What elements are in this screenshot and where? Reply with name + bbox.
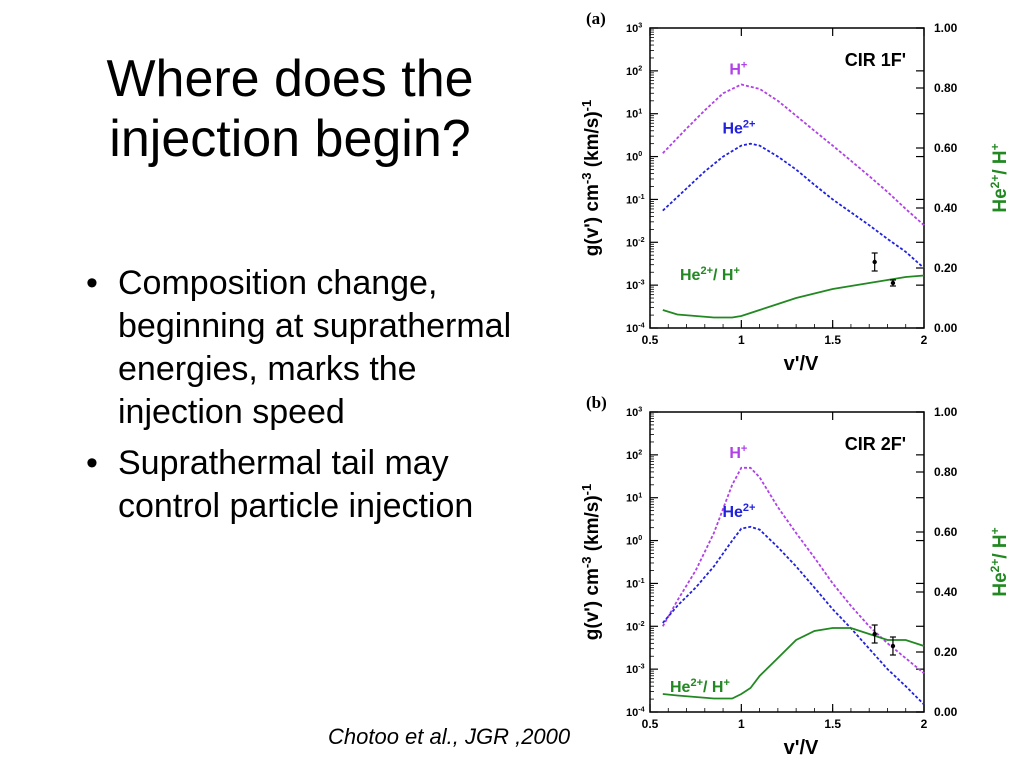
plot-frame [649, 411, 925, 713]
y-tick-label: 10-2 [626, 236, 645, 249]
y-tick-label: 103 [626, 406, 642, 419]
data-point [890, 643, 896, 649]
x-tick-label: 1 [738, 333, 745, 347]
y-tick-label: 10-1 [626, 193, 645, 206]
series-label: He2+ [722, 502, 755, 521]
series-label: He2+/ H+ [680, 265, 740, 284]
y-tick-label: 103 [626, 22, 642, 35]
y2-tick-label: 0.60 [934, 525, 958, 539]
x-tick-label: 2 [921, 717, 928, 731]
bullet-item: • Suprathermal tail may control particle… [80, 442, 530, 528]
series-line [662, 274, 925, 319]
series-line [662, 142, 925, 269]
y-tick-label: 100 [626, 534, 642, 547]
bullet-text: Composition change, beginning at suprath… [118, 264, 512, 431]
y2-tick-label: 0.20 [934, 261, 958, 275]
y-tick-label: 10-4 [626, 706, 645, 719]
y2-axis-label: He2+/ H+ [988, 143, 1011, 212]
y-tick-label: 10-3 [626, 279, 645, 292]
y-tick-label: 100 [626, 150, 642, 163]
x-tick-label: 2 [921, 333, 928, 347]
y-tick-label: 10-1 [626, 577, 645, 590]
x-tick-label: 1 [738, 717, 745, 731]
y-tick-label: 10-4 [626, 322, 645, 335]
panel-label: (b) [586, 393, 607, 412]
x-axis-label: v'/V [784, 353, 819, 375]
data-point [872, 631, 877, 637]
y-tick-label: 102 [626, 448, 642, 461]
series-line [662, 525, 925, 706]
y2-tick-label: 0.00 [934, 321, 958, 335]
x-axis-label: v'/V [784, 737, 819, 759]
bullet-icon: • [86, 444, 98, 482]
x-tick-label: 0.5 [642, 333, 659, 347]
y2-tick-label: 0.40 [934, 585, 958, 599]
y-tick-label: 101 [626, 491, 642, 504]
x-tick-label: 1.5 [824, 717, 841, 731]
x-tick-label: 0.5 [642, 717, 659, 731]
series-line [662, 466, 925, 674]
y-tick-label: 101 [626, 107, 642, 120]
y-axis-label: g(v') cm-3 (km/s)-1 [579, 484, 604, 640]
y2-tick-label: 0.80 [934, 465, 958, 479]
citation: Chotoo et al., JGR ,2000 [328, 724, 571, 749]
y2-tick-label: 1.00 [934, 405, 958, 419]
slide-title: Where does the injection begin? [106, 49, 474, 168]
y2-axis-label: He2+/ H+ [988, 527, 1011, 596]
series-label: He2+ [722, 119, 755, 138]
y-tick-label: 102 [626, 64, 642, 77]
data-point [890, 280, 896, 286]
chart-title: CIR 2F' [845, 434, 906, 454]
chart-panel: (b) 10-4 10-3 10-2 10-1 100 101 102 103 0.00 0.20 0… [579, 393, 1012, 759]
y2-tick-label: 0.80 [934, 81, 958, 95]
y-axis-label: g(v') cm-3 (km/s)-1 [579, 100, 604, 256]
x-tick-label: 1.5 [824, 333, 841, 347]
series-label: H+ [729, 60, 747, 79]
y-tick-label: 10-3 [626, 663, 645, 676]
series-line [662, 83, 925, 226]
y-tick-label: 10-2 [626, 620, 645, 633]
y2-tick-label: 0.00 [934, 705, 958, 719]
bullet-item: • Composition change, beginning at supra… [80, 262, 530, 434]
y2-tick-label: 0.20 [934, 645, 958, 659]
y2-tick-label: 0.60 [934, 141, 958, 155]
y2-tick-label: 1.00 [934, 21, 958, 35]
bullet-icon: • [86, 264, 98, 302]
panel-label: (a) [586, 9, 606, 28]
plot-frame [649, 27, 925, 329]
y2-tick-label: 0.40 [934, 201, 958, 215]
series-label: H+ [729, 443, 747, 462]
data-point [872, 259, 877, 265]
bullet-list: • Composition change, beginning at supra… [80, 262, 530, 536]
bullet-text: Suprathermal tail may control particle i… [118, 444, 474, 525]
chart-panel: (a) 10-4 10-3 10-2 10-1 100 101 102 103 0.00 0.20 0… [579, 9, 1012, 375]
chart-title: CIR 1F' [845, 50, 906, 70]
series-label: He2+/ H+ [670, 677, 730, 696]
